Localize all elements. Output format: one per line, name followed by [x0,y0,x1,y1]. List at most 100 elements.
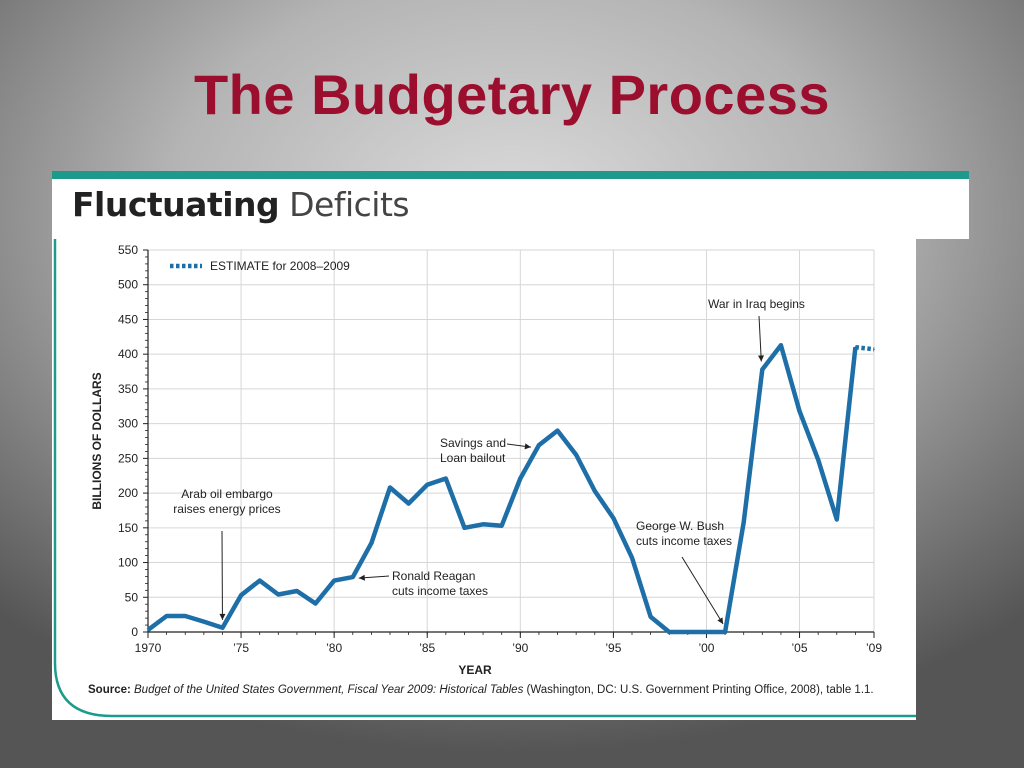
annotation-text: Arab oil embargo raises energy prices [173,487,280,516]
x-tick-label: 1970 [135,641,162,655]
x-axis-title: YEAR [458,663,492,677]
annotation-line: War in Iraq begins [708,297,805,311]
data-point [817,458,819,461]
annotation-arrowhead [358,574,365,581]
annotation-line: Ronald Reagan [392,569,475,583]
figure-panel [52,171,916,720]
data-point [556,429,559,432]
data-point [351,576,354,578]
data-point [649,615,652,618]
data-point [612,517,615,519]
data-point [184,615,187,617]
annotation-line: cuts income taxes [392,584,488,598]
data-point [333,579,335,582]
axes-layer [143,249,875,638]
data-point [668,631,671,633]
source-italic: Budget of the United States Government, … [134,684,524,696]
data-point [445,477,447,480]
labels-layer: 0 50 100 150 200 250 300 350 400 450 500 550 1970 ’75… [118,243,882,655]
figure-heading-bold: Fluctuating [72,185,280,224]
y-tick-label: 550 [118,243,138,257]
data-point [631,556,633,559]
data-point [389,486,391,489]
y-tick-label: 250 [118,451,138,465]
data-point [835,518,838,521]
data-point [203,620,205,623]
y-tick-label: 50 [125,590,139,604]
y-tick-label: 300 [118,417,138,431]
data-point [370,542,373,544]
legend: ESTIMATE for 2008–2009 [170,259,350,273]
y-tick-label: 150 [118,521,138,535]
data-point [575,454,577,456]
x-tick-label: ’85 [419,641,435,655]
annotation-line: Savings and [440,436,506,450]
annotation-text: War in Iraq begins [708,297,805,311]
annotation-arrowhead [717,617,724,624]
data-point [258,579,261,582]
teal-frame-curve [53,239,916,718]
data-point [742,521,745,524]
estimate-series-line [855,344,875,352]
annotation-line: cuts income taxes [636,534,732,548]
data-point [873,348,875,351]
data-point [482,523,484,526]
x-tick-label: ’90 [512,641,528,655]
figure-heading: Fluctuating Deficits [72,185,410,224]
data-point [538,444,540,446]
chart: 0 50 100 150 200 250 300 350 400 450 500 550 1970 ’75… [53,239,916,718]
y-tick-label: 500 [118,278,138,292]
annotation-arrowhead [524,443,531,450]
data-point [165,615,168,617]
y-tick-label: 450 [118,312,138,326]
annotation-text: Savings and Loan bailout [440,436,506,465]
data-point [687,631,689,633]
data-point [277,593,280,596]
legend-label: ESTIMATE for 2008–2009 [210,259,350,273]
data-point [426,483,429,486]
x-tick-label: ’05 [792,641,808,655]
data-point [500,524,503,527]
annotation-arrowhead [758,355,764,362]
data-point [798,410,801,412]
annotation-line: Loan bailout [440,451,506,465]
annotation-arrowhead [219,613,226,620]
y-tick-label: 350 [118,382,138,396]
data-point [705,631,708,633]
data-point [519,477,522,480]
annotations-layer: Arab oil embargo raises energy prices Rona… [173,297,805,625]
annotation-arrow [758,315,762,362]
figure-title-bar: Fluctuating Deficits [52,171,969,239]
x-tick-label: ’80 [326,641,342,655]
data-point [780,344,782,346]
y-tick-label: 400 [118,347,138,361]
x-tick-label: ’95 [605,641,621,655]
annotation-line: raises energy prices [173,502,280,516]
x-tick-label: ’75 [233,641,249,655]
data-point [463,527,466,529]
source-rest: (Washington, DC: U.S. Government Printin… [523,684,873,696]
data-point [296,590,298,592]
figure-heading-light: Deficits [279,185,410,224]
data-point [240,594,242,596]
data-point [854,346,857,349]
data-point [724,631,726,633]
annotation-arrow [681,556,724,625]
y-tick-label: 200 [118,486,138,500]
source-note: Source: Budget of the United States Gove… [88,684,874,696]
y-tick-label: 0 [131,625,138,639]
data-point [407,502,410,505]
x-tick-label: ’00 [698,641,714,655]
data-point [761,368,764,371]
data-point [314,602,317,605]
annotation-text: George W. Bush cuts income taxes [636,519,732,548]
series-layer [146,342,875,635]
slide-title: The Budgetary Process [193,63,831,126]
source-label: Source: [88,684,134,696]
data-point [147,629,149,631]
annotation-text: Ronald Reagan cuts income taxes [392,569,488,598]
y-tick-label: 100 [118,556,138,570]
x-tick-label: ’09 [866,641,882,655]
y-axis-title: BILLIONS OF DOLLARS [90,372,104,509]
annotation-line: George W. Bush [636,519,724,533]
